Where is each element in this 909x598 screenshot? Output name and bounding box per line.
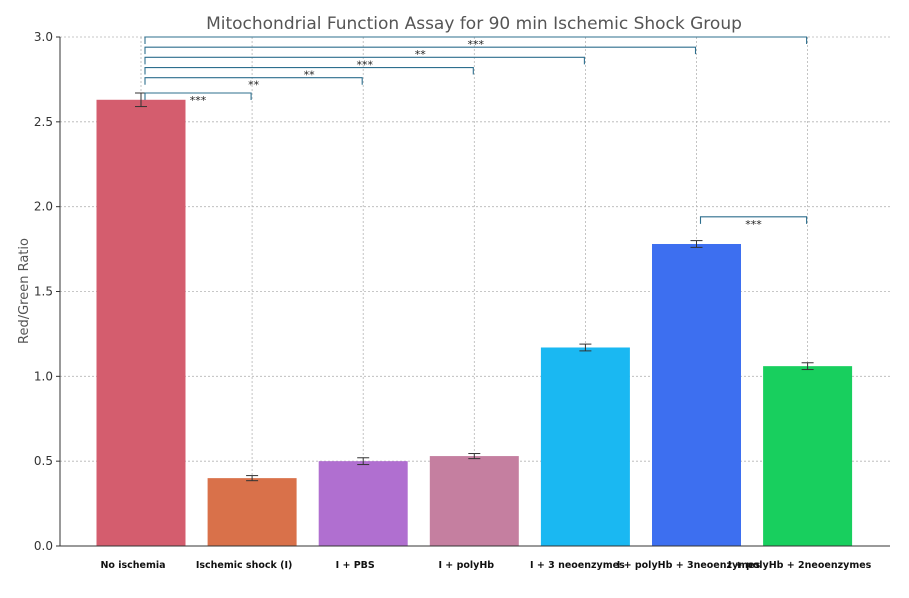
bar-3 bbox=[429, 456, 519, 546]
bar-1 bbox=[207, 478, 297, 546]
bars bbox=[96, 99, 853, 546]
x-tick-label: I + PBS bbox=[336, 560, 375, 571]
significance-label-0: *** bbox=[190, 94, 207, 107]
significance-bracket-6 bbox=[699, 216, 808, 224]
x-ticks: No ischemia Ischemic shock (I) I + PBS I + … bbox=[100, 560, 871, 571]
y-tick-label: 0.0 bbox=[34, 539, 53, 553]
x-tick-label: I + polyHb + 3neoenzymes bbox=[617, 560, 761, 571]
bar-6 bbox=[763, 366, 853, 546]
y-tick-label: 2.0 bbox=[34, 200, 53, 214]
significance-bracket-4 bbox=[144, 46, 697, 55]
x-tick-label: I + polyHb + 2neoenzymes bbox=[728, 560, 872, 571]
error-bars bbox=[135, 92, 814, 482]
y-tick-label: 3.0 bbox=[34, 30, 53, 44]
bar-2 bbox=[318, 461, 408, 546]
axes bbox=[59, 37, 890, 547]
x-tick-label: I + 3 neoenzymes bbox=[530, 560, 625, 571]
x-tick-label: No ischemia bbox=[100, 560, 165, 571]
bar-5 bbox=[652, 243, 741, 546]
significance-bracket-2 bbox=[144, 66, 474, 75]
y-axis-label: Red/Green Ratio bbox=[17, 238, 32, 344]
y-tick-label: 1.5 bbox=[34, 285, 53, 299]
bar-4 bbox=[540, 347, 630, 546]
significance-brackets: ****************** bbox=[144, 36, 808, 231]
bar-0 bbox=[96, 99, 186, 546]
significance-label-1: ** bbox=[248, 79, 260, 92]
y-tick-label: 0.5 bbox=[34, 454, 53, 468]
significance-bracket-3 bbox=[144, 56, 585, 65]
significance-label-4: ** bbox=[415, 48, 427, 61]
y-tick-label: 2.5 bbox=[34, 115, 53, 129]
chart-title: Mitochondrial Function Assay for 90 min … bbox=[206, 14, 742, 34]
significance-label-2: ** bbox=[304, 69, 316, 82]
significance-label-6: *** bbox=[745, 218, 762, 231]
x-tick-label: I + polyHb bbox=[438, 560, 494, 571]
significance-label-3: *** bbox=[356, 58, 373, 71]
significance-bracket-0 bbox=[144, 92, 252, 100]
significance-bracket-5 bbox=[144, 36, 808, 44]
y-ticks: 0.0 0.5 1.0 1.5 2.0 2.5 3.0 bbox=[34, 30, 60, 553]
x-tick-label: Ischemic shock (I) bbox=[196, 560, 293, 571]
significance-bracket-1 bbox=[144, 77, 363, 85]
y-tick-label: 1.0 bbox=[34, 369, 53, 383]
significance-label-5: *** bbox=[468, 38, 485, 51]
